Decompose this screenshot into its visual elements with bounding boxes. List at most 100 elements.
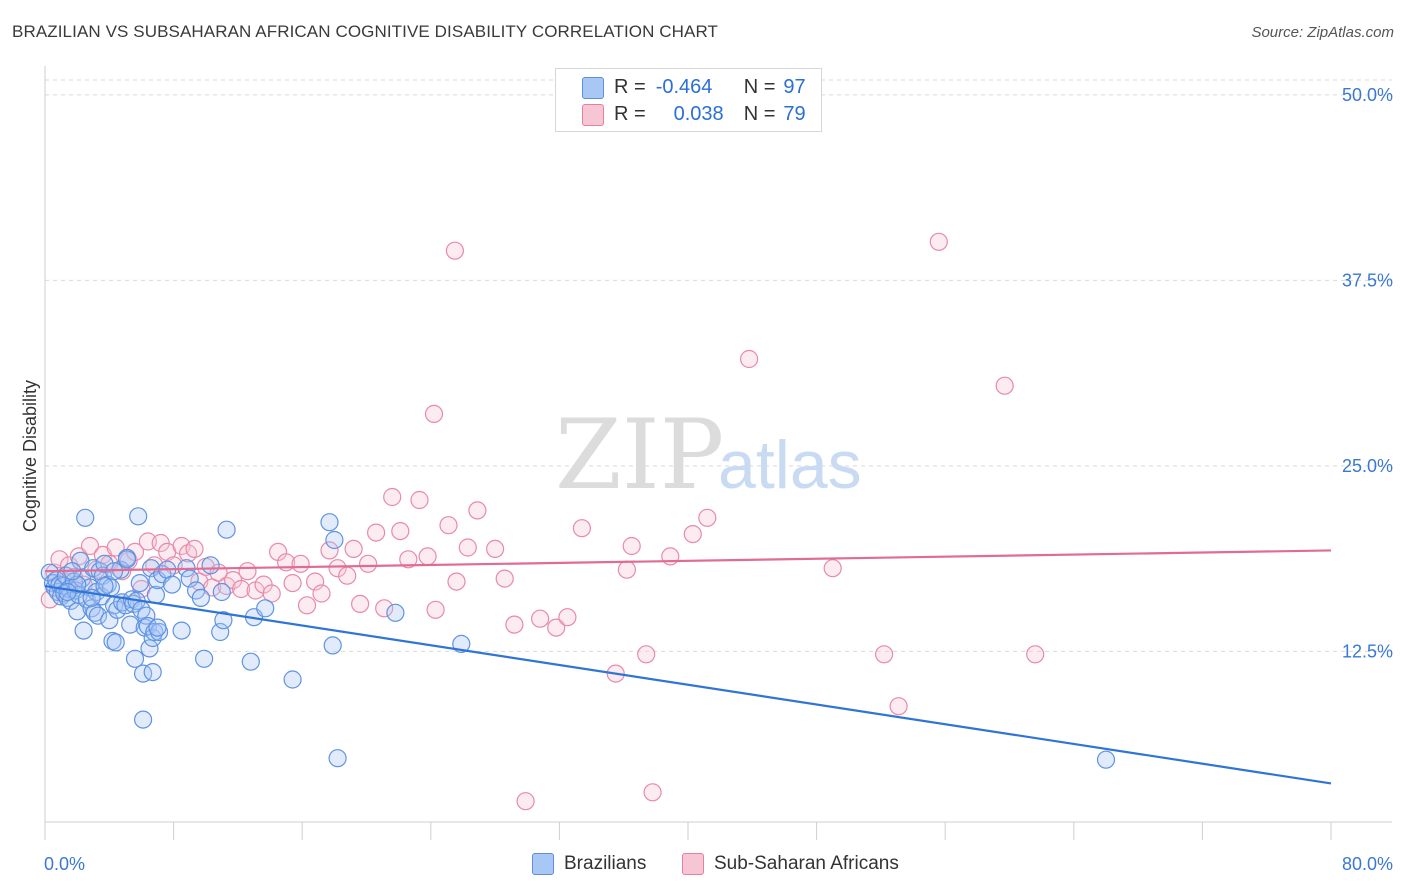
brazilian-point bbox=[76, 508, 95, 527]
brazilian-point bbox=[328, 749, 347, 768]
african-point bbox=[399, 550, 418, 569]
african-point bbox=[391, 521, 410, 541]
african-point bbox=[383, 487, 402, 507]
watermark-zip: ZIP bbox=[555, 399, 724, 511]
african-point bbox=[424, 404, 444, 423]
african-point bbox=[151, 533, 170, 553]
african-point bbox=[929, 232, 948, 251]
african-point bbox=[106, 538, 125, 557]
brazilian-point bbox=[325, 530, 344, 550]
african-point bbox=[50, 550, 69, 569]
african-point bbox=[458, 538, 477, 557]
african-point bbox=[410, 490, 429, 510]
brazilian-point bbox=[88, 606, 108, 625]
trend-lines bbox=[44, 549, 1332, 785]
brazilian-point bbox=[74, 621, 93, 640]
african-point bbox=[698, 508, 717, 527]
brazilian-point bbox=[191, 588, 210, 608]
african-point bbox=[439, 516, 458, 535]
african-point bbox=[505, 615, 524, 634]
african-point bbox=[447, 572, 466, 591]
brazilian-point bbox=[195, 649, 214, 668]
legend-n-label: N = bbox=[743, 102, 776, 125]
african-point bbox=[338, 566, 357, 585]
africans-trend-line bbox=[44, 549, 1332, 573]
legend-r-label: R = bbox=[614, 75, 646, 98]
african-point bbox=[995, 376, 1014, 395]
tick-labels: 12.5% 25.0% 37.5% 50.0% 0.0% 80.0% bbox=[44, 85, 1393, 874]
african-point bbox=[468, 501, 487, 520]
bottom-legend-swatch bbox=[532, 853, 554, 875]
african-point bbox=[889, 697, 908, 716]
legend-swatch-brazilians bbox=[582, 77, 604, 99]
bottom-legend-swatch bbox=[682, 853, 704, 875]
brazilian-point bbox=[143, 662, 162, 682]
african-point bbox=[683, 524, 702, 544]
bottom-legend-label: Sub-Saharan Africans bbox=[714, 853, 899, 874]
african-point bbox=[232, 579, 251, 599]
x-tick-label: 80.0% bbox=[1342, 854, 1393, 874]
brazilian-point bbox=[162, 575, 182, 594]
brazilian-point bbox=[134, 710, 153, 729]
brazilian-point bbox=[121, 615, 140, 634]
brazilian-point bbox=[211, 622, 230, 642]
y-tick-label: 50.0% bbox=[1342, 85, 1393, 105]
african-point bbox=[530, 609, 550, 628]
legend-n-value: 79 bbox=[783, 102, 806, 125]
african-point bbox=[312, 584, 331, 603]
african-point bbox=[547, 618, 566, 637]
y-axis-label: Cognitive Disability bbox=[20, 380, 40, 532]
brazilians-trend-line bbox=[44, 584, 1332, 785]
brazilian-point bbox=[217, 520, 236, 539]
brazilian-point bbox=[386, 603, 405, 622]
african-point bbox=[185, 539, 204, 559]
brazilian-point bbox=[256, 599, 275, 618]
brazilian-point bbox=[85, 603, 104, 622]
brazilian-point bbox=[117, 550, 137, 569]
african-point bbox=[495, 569, 514, 588]
african-point bbox=[637, 645, 656, 664]
legend-swatch-africans bbox=[582, 104, 604, 126]
brazilian-point bbox=[68, 575, 87, 594]
african-point bbox=[344, 539, 363, 559]
african-point bbox=[622, 536, 641, 556]
legend-r-value: -0.464 bbox=[655, 75, 713, 98]
african-point bbox=[823, 559, 842, 578]
bottom-legend-brazilians: Brazilians bbox=[532, 852, 646, 876]
african-point bbox=[516, 792, 535, 811]
african-point bbox=[80, 536, 100, 556]
african-point bbox=[359, 554, 378, 573]
legend-r-value: 0.038 bbox=[673, 102, 724, 125]
brazilian-point bbox=[214, 611, 233, 630]
african-point bbox=[426, 600, 445, 619]
african-point bbox=[486, 539, 505, 559]
legend-n-value: 97 bbox=[783, 75, 806, 98]
brazilian-point bbox=[95, 576, 114, 596]
brazilian-point bbox=[134, 664, 153, 683]
african-point bbox=[291, 554, 310, 573]
source-label: Source: ZipAtlas.com bbox=[1251, 24, 1394, 41]
african-point bbox=[238, 562, 257, 581]
brazilian-point bbox=[130, 573, 149, 593]
bottom-legend-africans: Sub-Saharan Africans bbox=[682, 852, 899, 876]
african-point bbox=[617, 560, 637, 579]
brazilian-point bbox=[129, 507, 148, 526]
brazilian-point bbox=[106, 633, 125, 652]
brazilian-point bbox=[58, 582, 77, 602]
y-tick-label: 37.5% bbox=[1342, 270, 1393, 290]
brazilian-point bbox=[125, 649, 145, 668]
watermark: ZIP atlas bbox=[555, 399, 862, 511]
brazilian-point bbox=[323, 636, 342, 655]
x-tick-label: 0.0% bbox=[44, 854, 85, 874]
african-point bbox=[739, 349, 759, 369]
axes bbox=[44, 66, 1392, 840]
y-tick-label: 12.5% bbox=[1342, 641, 1393, 661]
african-point bbox=[418, 547, 437, 566]
brazilian-point bbox=[1096, 750, 1116, 769]
legend-row-brazilians: R = -0.464 N = 97 bbox=[614, 74, 806, 100]
brazilian-point bbox=[212, 582, 231, 602]
chart-title: BRAZILIAN VS SUBSAHARAN AFRICAN COGNITIV… bbox=[12, 22, 719, 41]
legend-r-label: R = bbox=[614, 102, 646, 125]
brazilian-point bbox=[320, 513, 339, 532]
brazilian-point bbox=[172, 621, 191, 640]
